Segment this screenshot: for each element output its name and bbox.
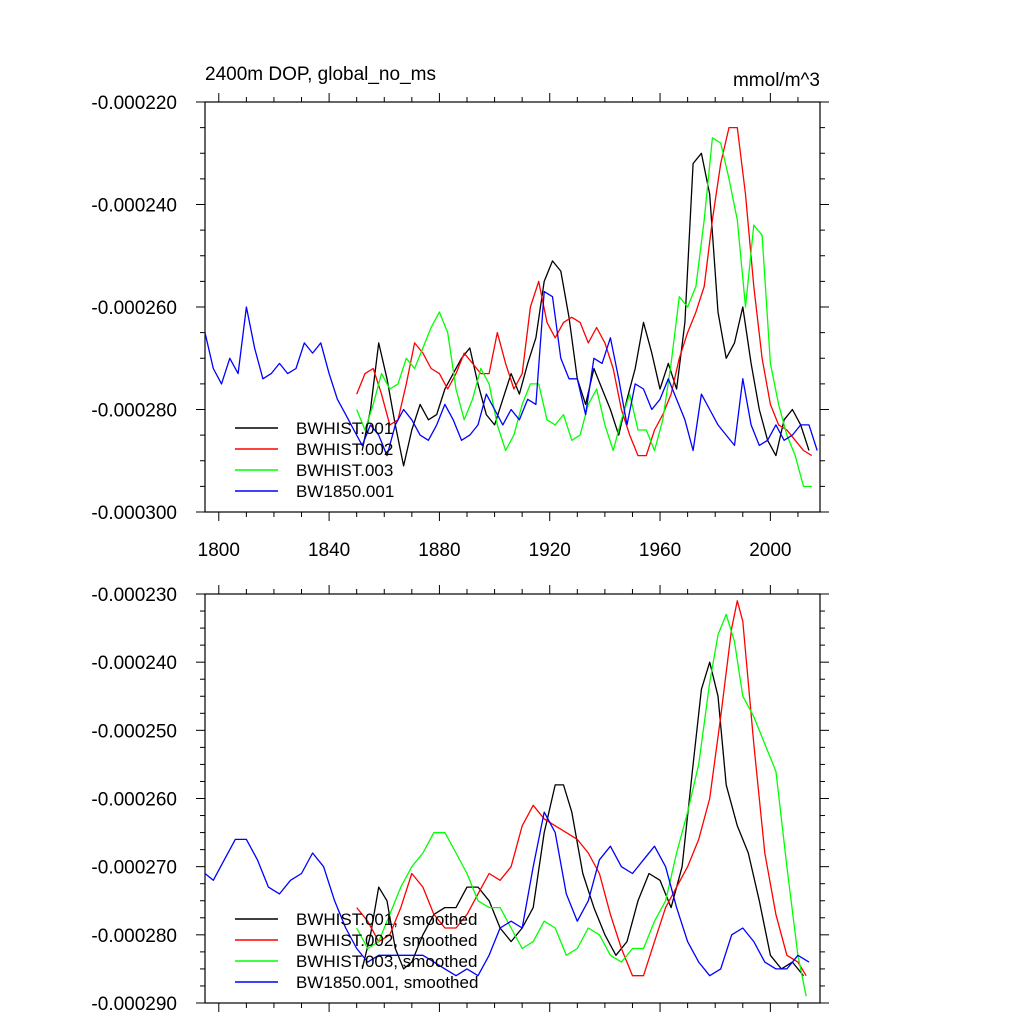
y-tick-label: -0.000240 — [91, 196, 177, 217]
units-label: mmol/m^3 — [733, 70, 820, 91]
y-tick-label: -0.000280 — [91, 401, 177, 422]
series-line-bwhist-001-smoothed — [361, 661, 805, 977]
legend-label: BW1850.001 — [296, 482, 394, 501]
y-tick-label: -0.000240 — [91, 653, 177, 674]
chart-title: 2400m DOP, global_no_ms — [205, 64, 436, 85]
y-tick-label: -0.000220 — [91, 93, 177, 114]
y-tick-label: -0.000280 — [91, 926, 177, 947]
y-tick-label: -0.000290 — [91, 994, 177, 1015]
series-line-bwhist-003-smoothed — [356, 613, 807, 997]
y-tick-label: -0.000300 — [91, 503, 177, 524]
series-line-bw1850-001-smoothed — [204, 811, 810, 977]
x-tick-label: 2000 — [749, 540, 791, 561]
series-line-bwhist-002-smoothed — [356, 600, 807, 977]
legend-label: BWHIST.001, smoothed — [296, 910, 477, 929]
y-tick-label: -0.000260 — [91, 790, 177, 811]
series-line-bwhist-002 — [356, 126, 813, 457]
x-tick-label: 1840 — [308, 540, 350, 561]
x-tick-label: 1880 — [418, 540, 460, 561]
y-tick-label: -0.000270 — [91, 858, 177, 879]
legend-label: BWHIST.001 — [296, 419, 393, 438]
legend-label: BWHIST.003 — [296, 461, 393, 480]
series-line-bw1850-001 — [204, 290, 818, 457]
series-line-bwhist-003 — [356, 137, 812, 488]
y-tick-label: -0.000230 — [91, 585, 177, 606]
legend-label: BWHIST.003, smoothed — [296, 952, 477, 971]
y-tick-label: -0.000250 — [91, 721, 177, 742]
x-tick-label: 1920 — [529, 540, 571, 561]
legend-label: BWHIST.002 — [296, 440, 393, 459]
y-tick-label: -0.000260 — [91, 298, 177, 319]
series-line-bwhist-001 — [361, 152, 810, 467]
x-tick-label: 1800 — [198, 540, 240, 561]
legend-label: BW1850.001, smoothed — [296, 973, 478, 992]
x-tick-label: 1960 — [639, 540, 681, 561]
legend-label: BWHIST.002, smoothed — [296, 931, 477, 950]
